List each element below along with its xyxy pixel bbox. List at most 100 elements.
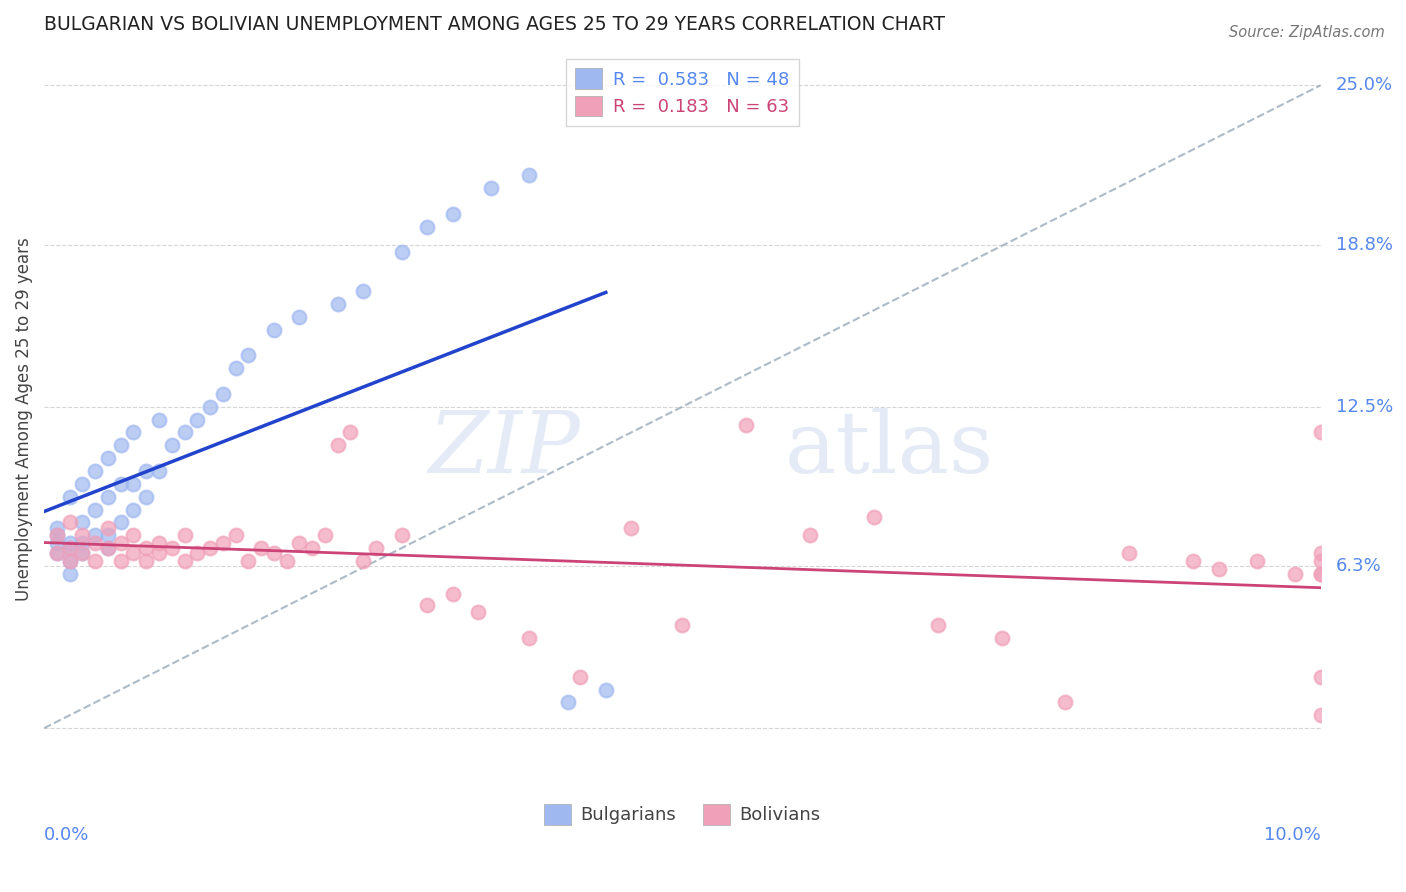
Point bbox=[595, 682, 617, 697]
Point bbox=[186, 546, 208, 560]
Point bbox=[250, 541, 273, 555]
Point bbox=[467, 606, 489, 620]
Point bbox=[288, 536, 311, 550]
Point bbox=[59, 516, 82, 530]
Point bbox=[160, 438, 183, 452]
Point bbox=[173, 425, 195, 440]
Point bbox=[352, 284, 374, 298]
Point bbox=[391, 528, 413, 542]
Point bbox=[97, 541, 120, 555]
Point bbox=[1309, 425, 1331, 440]
Point bbox=[59, 536, 82, 550]
Text: 25.0%: 25.0% bbox=[1336, 76, 1393, 95]
Point bbox=[97, 520, 120, 534]
Point bbox=[364, 541, 387, 555]
Point bbox=[276, 554, 298, 568]
Point bbox=[517, 168, 540, 182]
Point bbox=[479, 181, 502, 195]
Point bbox=[339, 425, 361, 440]
Text: Source: ZipAtlas.com: Source: ZipAtlas.com bbox=[1229, 25, 1385, 40]
Point bbox=[735, 417, 758, 432]
Point bbox=[1208, 562, 1230, 576]
Point bbox=[441, 587, 464, 601]
Point bbox=[45, 520, 67, 534]
Point bbox=[1309, 566, 1331, 581]
Point bbox=[211, 387, 233, 401]
Point bbox=[263, 322, 285, 336]
Point bbox=[326, 438, 349, 452]
Point bbox=[1284, 566, 1306, 581]
Point bbox=[1118, 546, 1140, 560]
Point bbox=[59, 554, 82, 568]
Point bbox=[569, 670, 592, 684]
Point bbox=[45, 536, 67, 550]
Point bbox=[148, 546, 170, 560]
Point bbox=[59, 490, 82, 504]
Point bbox=[110, 536, 132, 550]
Point bbox=[225, 528, 247, 542]
Point bbox=[990, 631, 1012, 645]
Point bbox=[288, 310, 311, 324]
Point bbox=[45, 528, 67, 542]
Point bbox=[671, 618, 693, 632]
Point bbox=[1309, 554, 1331, 568]
Point bbox=[927, 618, 949, 632]
Point bbox=[122, 502, 145, 516]
Point bbox=[110, 554, 132, 568]
Point bbox=[84, 464, 107, 478]
Point bbox=[97, 528, 120, 542]
Point bbox=[416, 219, 439, 234]
Point bbox=[110, 438, 132, 452]
Point bbox=[72, 546, 94, 560]
Point bbox=[59, 541, 82, 555]
Point bbox=[225, 361, 247, 376]
Point bbox=[198, 400, 221, 414]
Point bbox=[1054, 695, 1077, 709]
Text: 12.5%: 12.5% bbox=[1336, 398, 1393, 416]
Point bbox=[135, 464, 157, 478]
Text: atlas: atlas bbox=[785, 408, 994, 491]
Point bbox=[45, 546, 67, 560]
Point bbox=[160, 541, 183, 555]
Point bbox=[122, 546, 145, 560]
Point bbox=[238, 554, 260, 568]
Point bbox=[1182, 554, 1205, 568]
Point bbox=[59, 566, 82, 581]
Point bbox=[1309, 566, 1331, 581]
Point bbox=[1246, 554, 1268, 568]
Point bbox=[122, 476, 145, 491]
Point bbox=[314, 528, 336, 542]
Point bbox=[173, 554, 195, 568]
Point bbox=[186, 412, 208, 426]
Point bbox=[84, 536, 107, 550]
Point bbox=[148, 412, 170, 426]
Point bbox=[352, 554, 374, 568]
Point bbox=[416, 598, 439, 612]
Point bbox=[110, 476, 132, 491]
Point bbox=[59, 554, 82, 568]
Text: 0.0%: 0.0% bbox=[44, 826, 90, 844]
Point bbox=[517, 631, 540, 645]
Point bbox=[263, 546, 285, 560]
Text: ZIP: ZIP bbox=[429, 408, 581, 491]
Text: 18.8%: 18.8% bbox=[1336, 235, 1393, 253]
Y-axis label: Unemployment Among Ages 25 to 29 years: Unemployment Among Ages 25 to 29 years bbox=[15, 237, 32, 601]
Point bbox=[97, 490, 120, 504]
Point bbox=[301, 541, 323, 555]
Point bbox=[1309, 546, 1331, 560]
Point bbox=[84, 502, 107, 516]
Point bbox=[441, 207, 464, 221]
Legend: Bulgarians, Bolivians: Bulgarians, Bolivians bbox=[537, 797, 828, 832]
Point bbox=[799, 528, 821, 542]
Point bbox=[84, 554, 107, 568]
Point bbox=[211, 536, 233, 550]
Point bbox=[97, 541, 120, 555]
Text: BULGARIAN VS BOLIVIAN UNEMPLOYMENT AMONG AGES 25 TO 29 YEARS CORRELATION CHART: BULGARIAN VS BOLIVIAN UNEMPLOYMENT AMONG… bbox=[44, 15, 945, 34]
Point bbox=[1309, 670, 1331, 684]
Point bbox=[863, 510, 886, 524]
Point bbox=[135, 490, 157, 504]
Point bbox=[238, 348, 260, 362]
Point bbox=[620, 520, 643, 534]
Point bbox=[72, 516, 94, 530]
Point bbox=[557, 695, 579, 709]
